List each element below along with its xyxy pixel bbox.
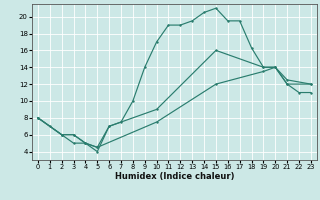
X-axis label: Humidex (Indice chaleur): Humidex (Indice chaleur) [115, 172, 234, 181]
